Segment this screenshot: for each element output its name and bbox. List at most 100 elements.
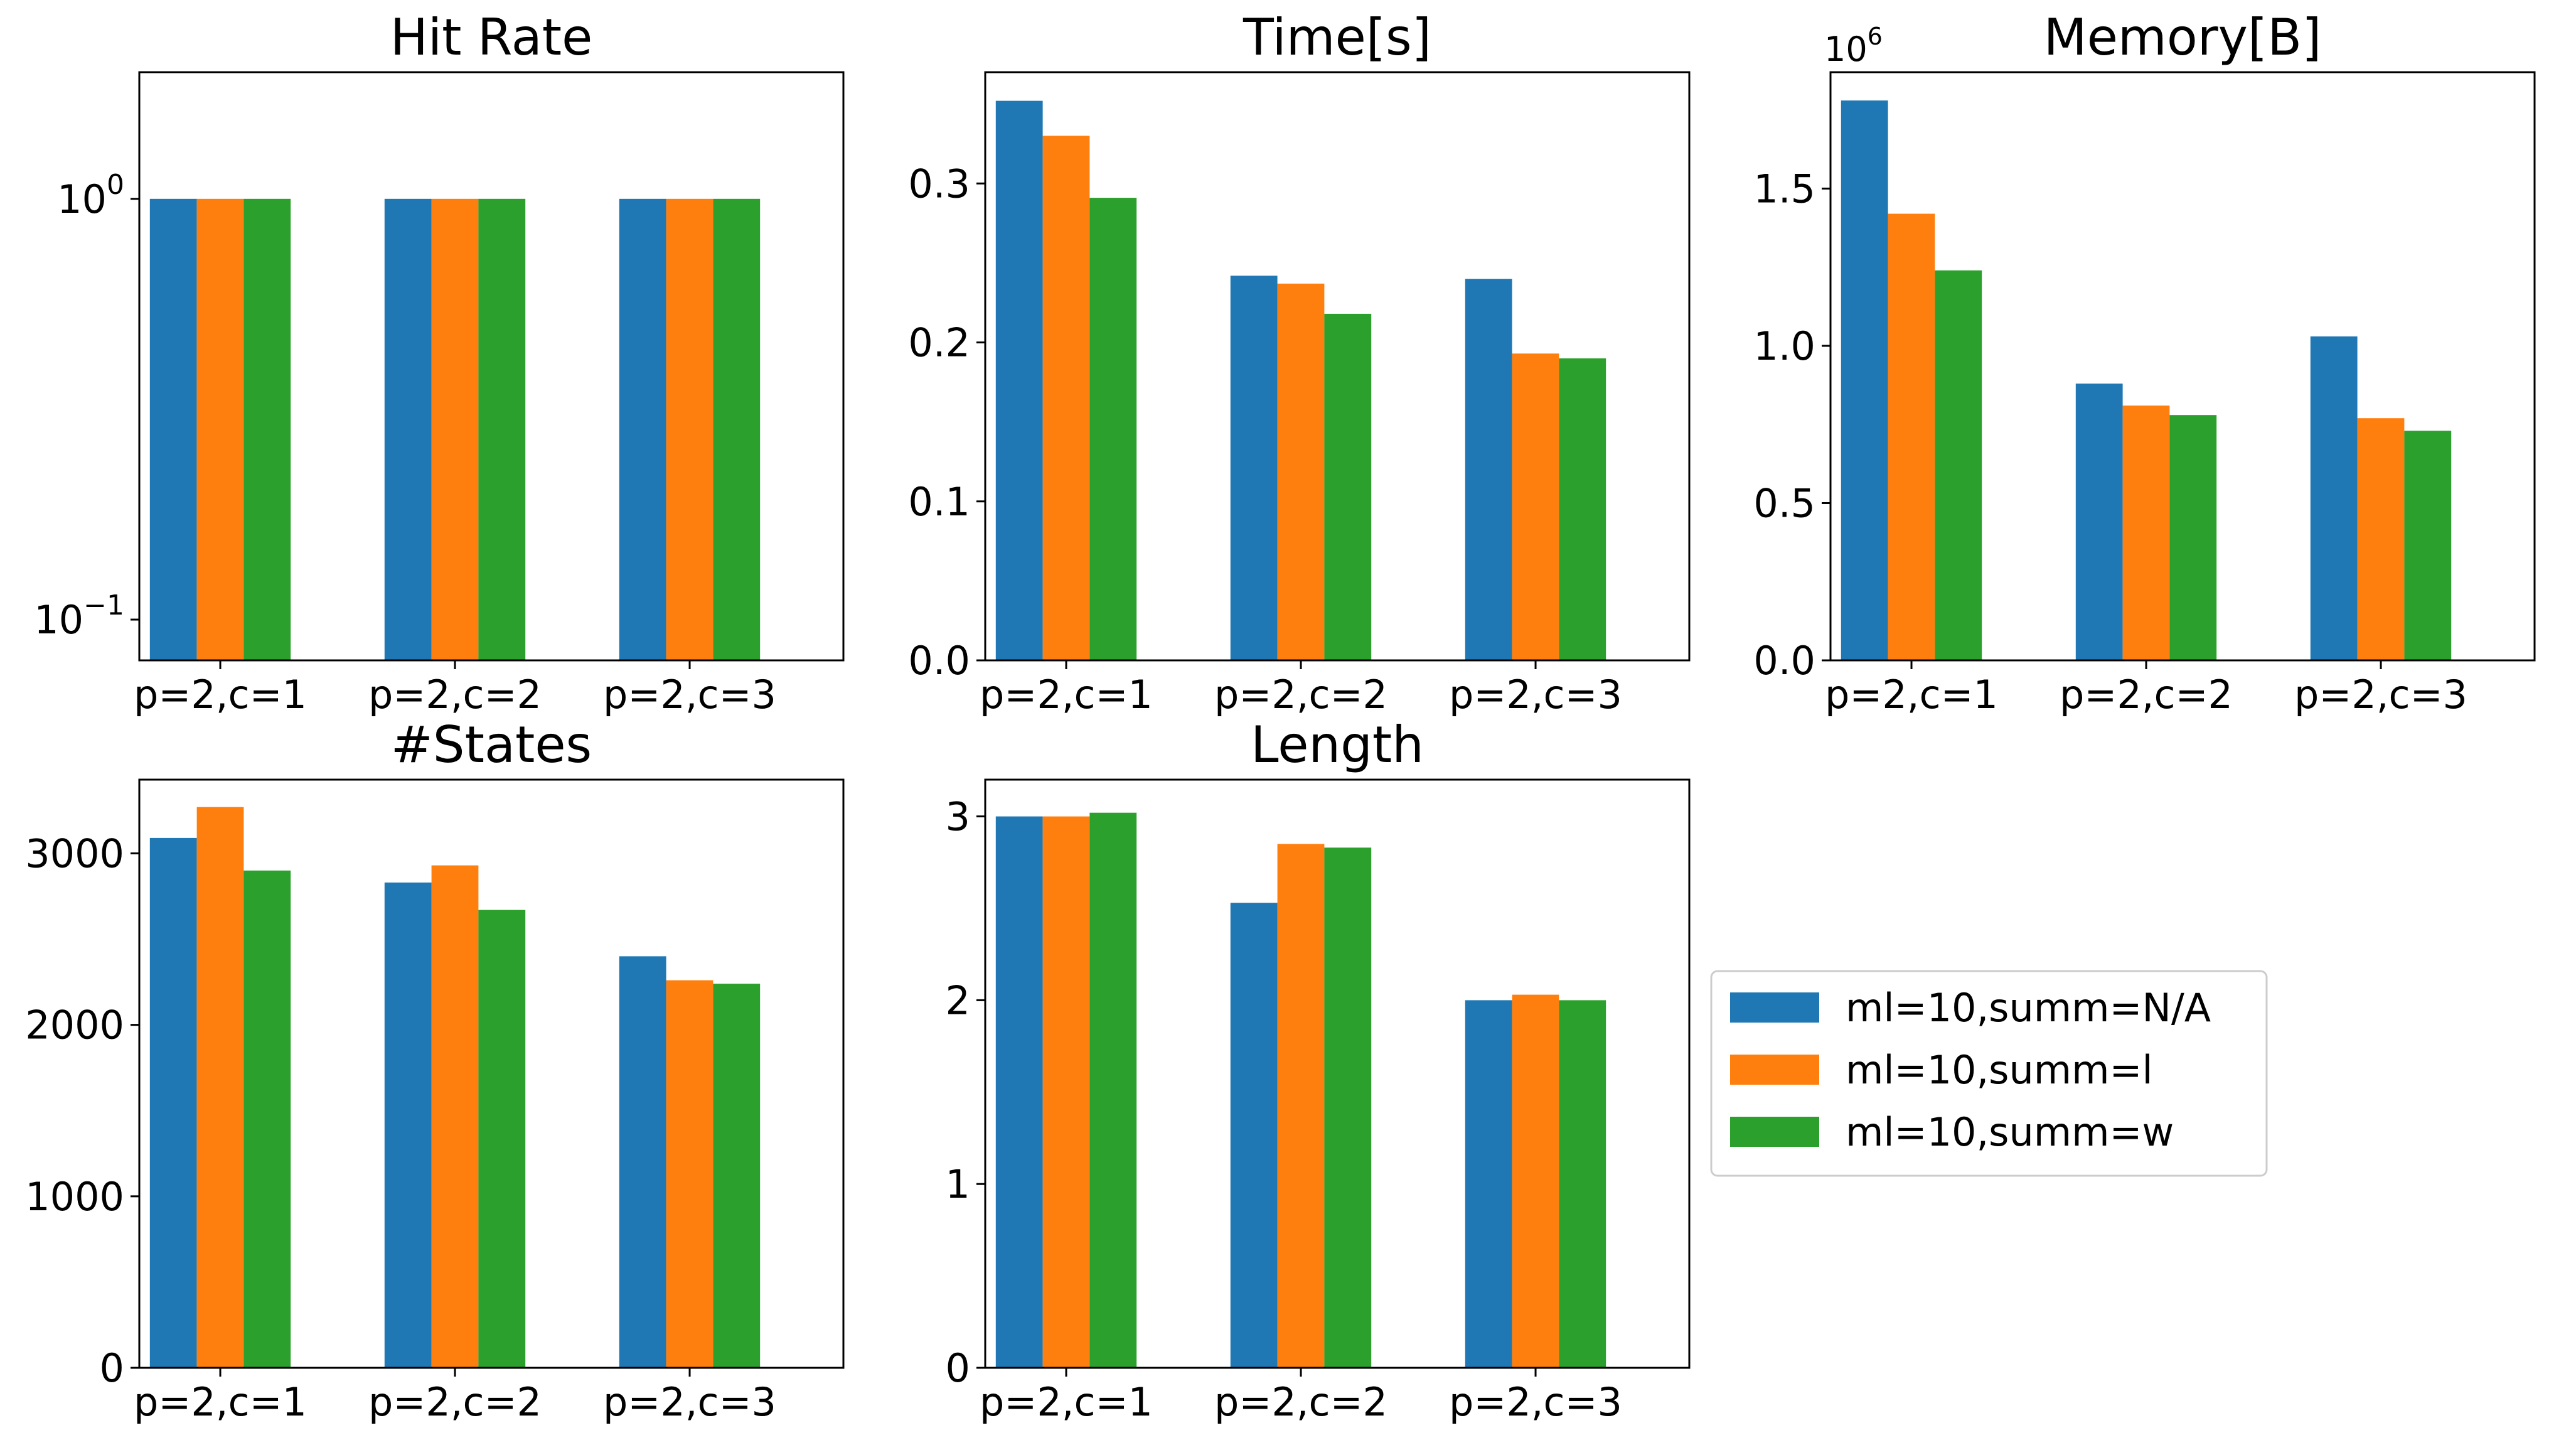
chart-title: Length (1251, 716, 1424, 774)
bar-3-series-3 (2404, 431, 2452, 660)
x-tick-label: p=2,c=2 (1214, 1379, 1387, 1425)
bar-3-series-3 (1559, 358, 1606, 660)
bar-2-series-2 (431, 865, 479, 1368)
legend-label-1: ml=10,summ=N/A (1846, 985, 2211, 1031)
y-tick-label: 3 (946, 794, 970, 840)
bar-1-series-1 (149, 198, 197, 660)
bar-3-series-2 (666, 198, 713, 660)
y-tick-label: 2 (946, 977, 970, 1023)
bar-3-series-2 (1512, 353, 1559, 660)
legend-swatch-1 (1730, 992, 1819, 1023)
x-tick-label: p=2,c=1 (980, 672, 1153, 717)
x-tick-label: p=2,c=1 (980, 1379, 1153, 1425)
legend-swatch-2 (1730, 1055, 1819, 1085)
bar-3-series-2 (1512, 994, 1559, 1368)
bar-1-series-2 (1888, 213, 1935, 660)
bar-2-series-1 (1230, 903, 1278, 1368)
bar-3-series-1 (1465, 1000, 1512, 1368)
y-tick-label-base: 10 (57, 176, 107, 222)
bar-2-series-3 (1324, 313, 1372, 660)
chart-title: Hit Rate (390, 8, 593, 67)
axes-frame (984, 71, 1691, 662)
axes-frame (984, 778, 1691, 1369)
y-tick-label: 1.0 (1753, 323, 1815, 369)
bar-3-series-1 (619, 198, 666, 660)
bar-2-series-3 (1324, 847, 1372, 1368)
bar-1-series-1 (149, 837, 197, 1368)
bar-2-series-3 (478, 910, 526, 1368)
bar-1-series-3 (243, 198, 291, 660)
y-tick-label-exponent: 0 (107, 169, 124, 201)
chart-panel-5: p=2,c=1 p=2,c=2 p=2,c=3 0 1 2 3 Length (946, 716, 1691, 1425)
bar-3-series-3 (713, 984, 761, 1368)
y-tick-label-exponent: −1 (83, 589, 124, 621)
bar-3-series-1 (619, 956, 666, 1368)
bar-3-series-2 (666, 980, 713, 1368)
bar-2-series-2 (431, 198, 479, 660)
y-tick-label: 100 (57, 169, 124, 222)
y-tick-label: 10−1 (34, 589, 124, 643)
x-tick-label: p=2,c=1 (1825, 672, 1998, 717)
chart-panel-3: p=2,c=1 p=2,c=2 p=2,c=3 0.0 0.5 1.0 1.5 106 Memo… (1753, 8, 2536, 717)
x-tick-label: p=2,c=2 (368, 672, 542, 717)
y-tick-label: 1 (946, 1161, 970, 1207)
bar-3-series-1 (2310, 336, 2358, 660)
bar-1-series-3 (1089, 198, 1137, 661)
y-tick-label: 1000 (25, 1174, 124, 1220)
bar-2-series-3 (2169, 415, 2217, 660)
bar-1-series-2 (1042, 136, 1090, 661)
bar-1-series-1 (995, 816, 1043, 1368)
x-tick-label: p=2,c=1 (134, 672, 307, 717)
y-tick-label: 0.2 (908, 320, 970, 366)
y-tick-label: 0.3 (908, 161, 970, 207)
x-tick-label: p=2,c=2 (1214, 672, 1387, 717)
bar-2-series-2 (1277, 283, 1325, 660)
bar-2-series-1 (384, 882, 432, 1368)
legend-label-3: ml=10,summ=w (1846, 1109, 2174, 1155)
y-tick-label: 0.0 (908, 638, 970, 684)
chart-title: #States (391, 716, 592, 774)
axes-frame (138, 778, 845, 1369)
bar-1-series-3 (1089, 812, 1137, 1368)
x-tick-label: p=2,c=3 (2294, 672, 2467, 717)
x-tick-label: p=2,c=2 (368, 1379, 542, 1425)
y-tick-label-base: 10 (34, 597, 83, 643)
bar-3-series-3 (713, 198, 761, 660)
bar-1-series-1 (995, 100, 1043, 661)
bar-2-series-2 (1277, 844, 1325, 1368)
bar-1-series-1 (1841, 100, 1888, 661)
legend-swatch-3 (1730, 1117, 1819, 1147)
bar-3-series-3 (1559, 1000, 1606, 1368)
y-tick-label: 1.5 (1753, 166, 1815, 212)
bar-1-series-3 (1935, 270, 1982, 660)
y-tick-label: 0.5 (1753, 480, 1815, 526)
x-tick-label: p=2,c=3 (603, 672, 776, 717)
y-tick-label: 0.0 (1753, 638, 1815, 684)
axes-frame (1829, 71, 2536, 662)
bar-2-series-2 (2122, 406, 2170, 660)
axes-frame (138, 71, 845, 662)
bar-1-series-2 (196, 807, 244, 1368)
legend-label-2: ml=10,summ=l (1846, 1047, 2153, 1093)
y-tick-label: 0 (100, 1345, 124, 1391)
x-tick-label: p=2,c=3 (1449, 672, 1622, 717)
x-tick-label: p=2,c=3 (603, 1379, 776, 1425)
y-tick-label: 0 (946, 1345, 970, 1391)
x-tick-label: p=2,c=3 (1449, 1379, 1622, 1425)
bar-2-series-1 (1230, 276, 1278, 660)
bar-2-series-3 (478, 198, 526, 660)
y-tick-label: 2000 (25, 1002, 124, 1048)
legend: ml=10,summ=N/A ml=10,summ=l ml=10,summ=w (1710, 970, 2268, 1177)
y-tick-label: 0.1 (908, 479, 970, 525)
y-tick-label: 3000 (25, 830, 124, 876)
legend-frame (1710, 970, 2268, 1177)
chart-panel-2: p=2,c=1 p=2,c=2 p=2,c=3 0.0 0.1 0.2 0.3 Time[s] (908, 8, 1691, 717)
bar-3-series-2 (2357, 418, 2405, 660)
bar-1-series-2 (1042, 816, 1090, 1368)
chart-panel-4: p=2,c=1 p=2,c=2 p=2,c=3 0 1000 2000 3000 #State… (25, 716, 845, 1425)
y-offset-exponent: 6 (1868, 23, 1883, 50)
x-tick-label: p=2,c=1 (134, 1379, 307, 1425)
chart-title: Memory[B] (2044, 8, 2322, 67)
